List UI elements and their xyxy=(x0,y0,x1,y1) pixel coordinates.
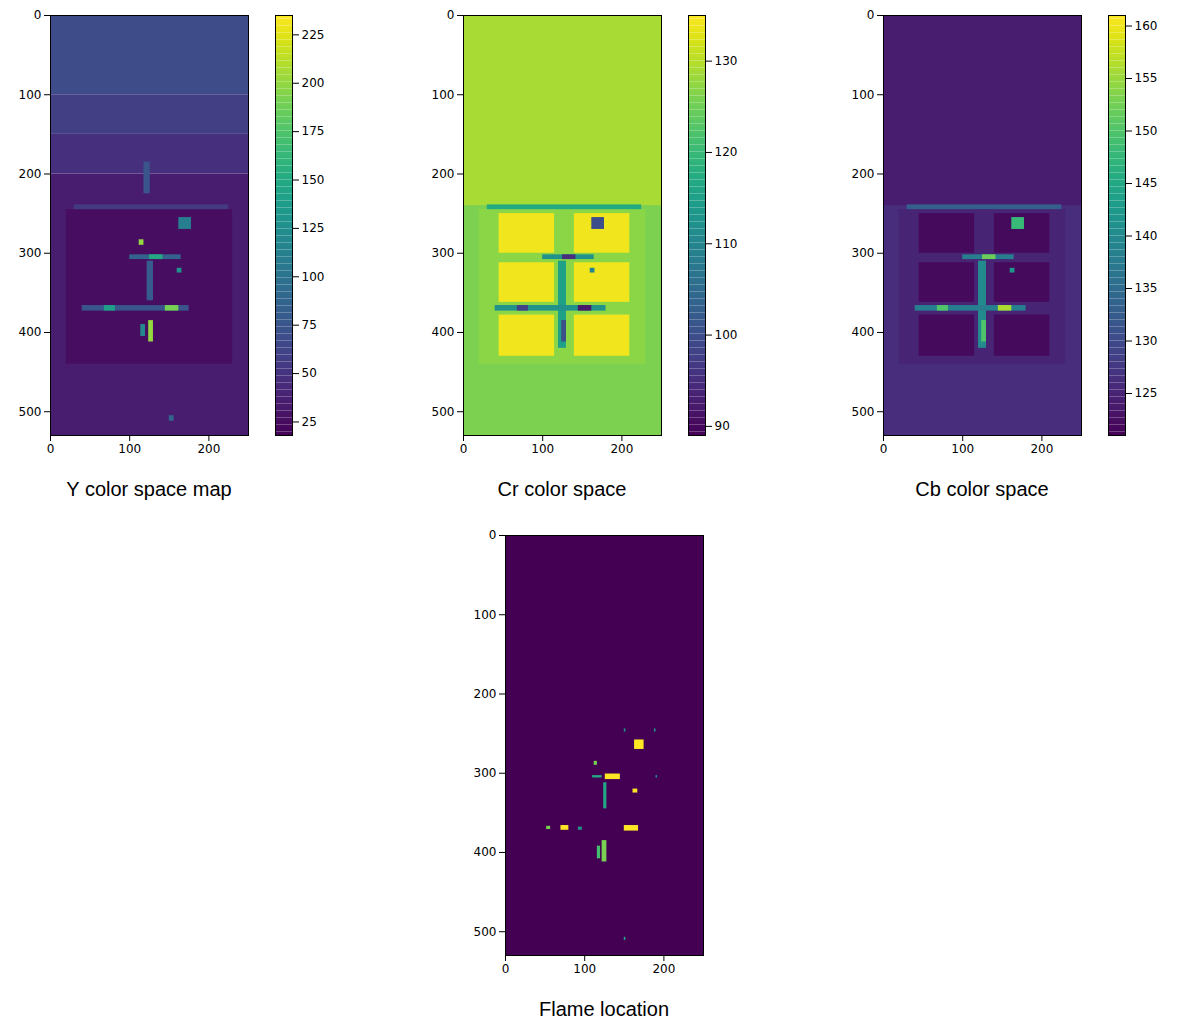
svg-text:150: 150 xyxy=(1135,124,1158,138)
svg-text:0: 0 xyxy=(447,8,455,22)
svg-text:145: 145 xyxy=(1135,176,1158,190)
svg-text:130: 130 xyxy=(715,54,738,68)
svg-text:300: 300 xyxy=(474,766,497,780)
svg-text:50: 50 xyxy=(302,366,317,380)
html-text:Y color space map: Y color space map xyxy=(66,478,232,500)
svg-text:75: 75 xyxy=(302,318,317,332)
svg-text:200: 200 xyxy=(610,442,633,456)
svg-text:400: 400 xyxy=(19,325,42,339)
svg-text:400: 400 xyxy=(432,325,455,339)
svg-text:200: 200 xyxy=(19,167,42,181)
svg-text:0: 0 xyxy=(47,442,55,456)
svg-text:110: 110 xyxy=(715,237,738,251)
svg-text:200: 200 xyxy=(302,76,325,90)
svg-text:150: 150 xyxy=(302,173,325,187)
svg-text:400: 400 xyxy=(474,845,497,859)
svg-text:200: 200 xyxy=(197,442,220,456)
svg-text:100: 100 xyxy=(474,608,497,622)
svg-text:300: 300 xyxy=(852,246,875,260)
svg-text:200: 200 xyxy=(432,167,455,181)
svg-text:155: 155 xyxy=(1135,71,1158,85)
svg-text:200: 200 xyxy=(852,167,875,181)
svg-text:0: 0 xyxy=(489,528,497,542)
svg-text:0: 0 xyxy=(34,8,42,22)
svg-text:225: 225 xyxy=(302,28,325,42)
svg-text:100: 100 xyxy=(432,88,455,102)
html-text:Flame location: Flame location xyxy=(539,998,669,1020)
svg-text:125: 125 xyxy=(1135,386,1158,400)
svg-text:0: 0 xyxy=(460,442,468,456)
svg-text:0: 0 xyxy=(867,8,875,22)
svg-text:100: 100 xyxy=(715,328,738,342)
svg-text:90: 90 xyxy=(715,419,730,433)
svg-text:120: 120 xyxy=(715,145,738,159)
svg-text:300: 300 xyxy=(432,246,455,260)
svg-text:500: 500 xyxy=(852,405,875,419)
svg-text:200: 200 xyxy=(1030,442,1053,456)
svg-text:500: 500 xyxy=(432,405,455,419)
svg-text:140: 140 xyxy=(1135,229,1158,243)
svg-text:135: 135 xyxy=(1135,281,1158,295)
svg-text:200: 200 xyxy=(474,687,497,701)
svg-text:100: 100 xyxy=(19,88,42,102)
svg-text:100: 100 xyxy=(573,962,596,976)
svg-text:300: 300 xyxy=(19,246,42,260)
svg-text:130: 130 xyxy=(1135,334,1158,348)
svg-text:200: 200 xyxy=(652,962,675,976)
svg-text:100: 100 xyxy=(951,442,974,456)
svg-text:175: 175 xyxy=(302,124,325,138)
svg-text:25: 25 xyxy=(302,415,317,429)
svg-text:400: 400 xyxy=(852,325,875,339)
html-text:Cb color space: Cb color space xyxy=(915,478,1049,500)
svg-text:0: 0 xyxy=(502,962,510,976)
svg-text:160: 160 xyxy=(1135,19,1158,33)
svg-text:0: 0 xyxy=(880,442,888,456)
svg-text:500: 500 xyxy=(474,925,497,939)
svg-text:125: 125 xyxy=(302,221,325,235)
svg-text:500: 500 xyxy=(19,405,42,419)
svg-text:100: 100 xyxy=(531,442,554,456)
svg-text:100: 100 xyxy=(852,88,875,102)
svg-text:100: 100 xyxy=(118,442,141,456)
html-text:Cr color space: Cr color space xyxy=(497,478,627,500)
svg-text:100: 100 xyxy=(302,270,325,284)
